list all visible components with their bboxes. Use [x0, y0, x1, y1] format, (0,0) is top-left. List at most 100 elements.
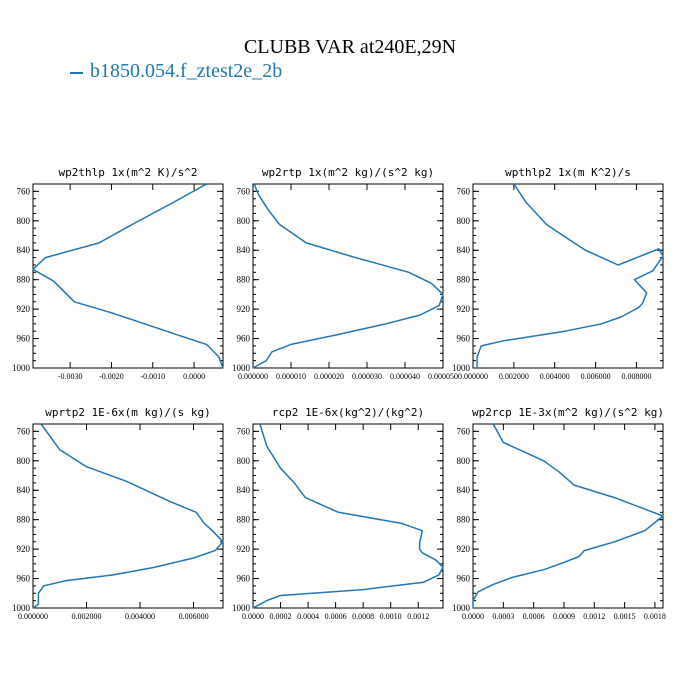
- x-tick-label: 0.002000: [72, 612, 102, 621]
- y-tick-label: 880: [17, 515, 31, 525]
- plot-frame: [472, 423, 664, 609]
- x-tick-label: 0.000000: [18, 612, 48, 621]
- series-line-1: [252, 183, 444, 369]
- x-tick-label: 0.000000: [238, 372, 268, 381]
- y-tick-label: 840: [457, 485, 471, 495]
- y-tick-label: 960: [237, 334, 251, 344]
- x-tick-label: 0.004000: [125, 612, 155, 621]
- x-tick-label: -0.0010: [140, 372, 165, 381]
- x-tick-label: 0.000010: [276, 372, 306, 381]
- x-tick-label: 0.004000: [540, 372, 570, 381]
- y-tick-label: 920: [237, 544, 251, 554]
- y-tick-label: 920: [457, 304, 471, 314]
- x-tick-label: 0.000040: [390, 372, 420, 381]
- x-tick-label: 0.0006: [325, 612, 347, 621]
- chart-panel-3: wpthlp2 1x(m K^2)/s 760 800 840 880 920 960 100…: [452, 166, 664, 381]
- x-tick-label: 0.000050: [428, 372, 458, 381]
- x-tick-label: 0.006000: [179, 612, 209, 621]
- y-tick-label: 920: [237, 304, 251, 314]
- plot-frame: [32, 423, 224, 609]
- panel-title: wp2thlp 1x(m^2 K)/s^2: [58, 166, 197, 179]
- y-tick-label: 800: [237, 216, 251, 226]
- chart-panel-4: wprtp2 1E-6x(m kg)/(s kg) 760 800 840 880 920…: [12, 406, 224, 621]
- y-tick-label: 960: [17, 574, 31, 584]
- x-tick-label: 0.0006: [523, 612, 545, 621]
- y-tick-label: 760: [237, 186, 251, 196]
- y-tick-label: 840: [237, 485, 251, 495]
- x-tick-label: 0.0015: [614, 612, 636, 621]
- x-tick-label: 0.0004: [297, 612, 319, 621]
- plot-frame: [252, 423, 444, 609]
- x-tick-label: 0.000000: [458, 372, 488, 381]
- y-tick-label: 1000: [12, 363, 31, 373]
- chart-panel-2: wp2rtp 1x(m^2 kg)/(s^2 kg) 760 800 840 880 92…: [232, 166, 458, 381]
- y-tick-label: 1000: [452, 363, 471, 373]
- y-tick-label: 1000: [232, 363, 251, 373]
- y-tick-label: 1000: [12, 603, 31, 613]
- y-tick-label: 760: [17, 426, 31, 436]
- chart-title: CLUBB VAR at240E,29N: [243, 36, 457, 58]
- series-line-1: [32, 423, 224, 609]
- x-tick-label: 0.008000: [621, 372, 651, 381]
- x-tick-label: 0.0000: [242, 612, 264, 621]
- panel-title: wpthlp2 1x(m K^2)/s: [505, 166, 631, 179]
- x-tick-label: 0.0018: [644, 612, 666, 621]
- y-tick-label: 960: [17, 334, 31, 344]
- x-tick-label: 0.0008: [352, 612, 374, 621]
- y-tick-label: 880: [457, 515, 471, 525]
- x-tick-label: 0.0000: [183, 372, 205, 381]
- legend-line-swatch: [70, 72, 83, 74]
- panel-title: wp2rcp 1E-3x(m^2 kg)/(s^2 kg): [472, 406, 664, 419]
- plot-frame: [32, 183, 224, 369]
- panel-title: wp2rtp 1x(m^2 kg)/(s^2 kg): [262, 166, 434, 179]
- y-tick-label: 880: [17, 275, 31, 285]
- x-tick-label: 0.0003: [492, 612, 514, 621]
- x-tick-label: 0.0010: [380, 612, 402, 621]
- y-tick-label: 920: [457, 544, 471, 554]
- series-line-1: [476, 183, 664, 368]
- x-tick-label: -0.0020: [99, 372, 124, 381]
- y-tick-label: 880: [457, 275, 471, 285]
- y-tick-label: 960: [237, 574, 251, 584]
- x-tick-label: 0.0009: [553, 612, 575, 621]
- y-tick-label: 960: [457, 574, 471, 584]
- x-tick-label: 0.000020: [314, 372, 344, 381]
- x-tick-label: 0.000030: [352, 372, 382, 381]
- x-tick-label: 0.0012: [583, 612, 605, 621]
- chart-panel-1: wp2thlp 1x(m^2 K)/s^2 760 800 840 880 920 960 1…: [12, 166, 224, 381]
- y-tick-label: 760: [17, 186, 31, 196]
- x-tick-label: 0.0002: [270, 612, 292, 621]
- y-tick-label: 800: [17, 216, 31, 226]
- y-tick-label: 760: [237, 426, 251, 436]
- y-tick-label: 920: [17, 304, 31, 314]
- x-tick-label: 0.002000: [499, 372, 529, 381]
- x-tick-label: 0.006000: [581, 372, 611, 381]
- series-line-1: [472, 423, 664, 608]
- y-tick-label: 840: [457, 245, 471, 255]
- y-tick-label: 800: [17, 456, 31, 466]
- y-tick-label: 840: [237, 245, 251, 255]
- x-tick-label: 0.0012: [407, 612, 429, 621]
- y-tick-label: 880: [237, 275, 251, 285]
- plot-frame: [252, 183, 444, 369]
- chart-panel-6: wp2rcp 1E-3x(m^2 kg)/(s^2 kg)760 800 840 88…: [452, 406, 666, 621]
- y-tick-label: 880: [237, 515, 251, 525]
- series-line-1: [32, 183, 224, 369]
- y-tick-label: 800: [457, 216, 471, 226]
- y-tick-label: 800: [457, 456, 471, 466]
- x-tick-label: 0.0000: [462, 612, 484, 621]
- legend-label: b1850.054.f_ztest2e_2b: [90, 60, 283, 82]
- panel-title: wprtp2 1E-6x(m kg)/(s kg): [45, 406, 211, 419]
- chart-panel-5: rcp2 1E-6x(kg^2)/(kg^2) 760 800 840 880 920 96…: [232, 406, 444, 621]
- x-tick-label: -0.0030: [58, 372, 83, 381]
- y-tick-label: 760: [457, 426, 471, 436]
- y-tick-label: 920: [17, 544, 31, 554]
- y-tick-label: 800: [237, 456, 251, 466]
- y-tick-label: 960: [457, 334, 471, 344]
- plot-frame: [472, 183, 664, 369]
- y-tick-label: 840: [17, 245, 31, 255]
- y-tick-label: 1000: [232, 603, 251, 613]
- y-tick-label: 760: [457, 186, 471, 196]
- series-line-1: [252, 423, 444, 609]
